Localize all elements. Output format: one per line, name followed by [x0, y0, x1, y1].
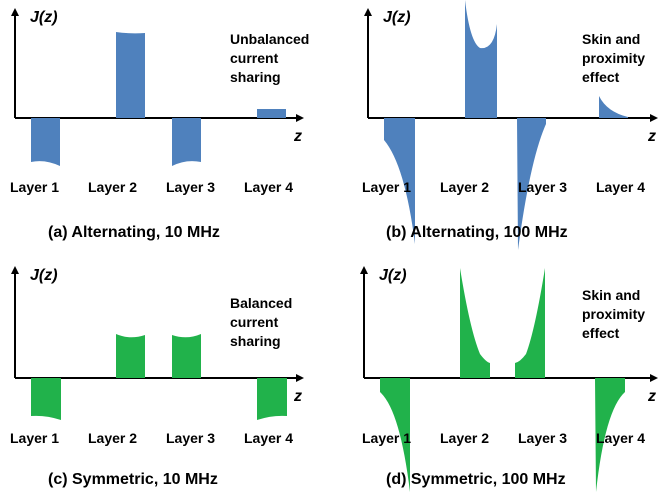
layer-label-4: Layer 4	[244, 179, 293, 195]
layer-4-bar	[257, 378, 287, 420]
layer-label-2: Layer 2	[88, 179, 137, 195]
layer-3-bar	[172, 334, 201, 378]
panel-note-line-3: sharing	[230, 333, 281, 349]
panel-note-line-2: current	[230, 314, 279, 330]
layer-label-2: Layer 2	[88, 430, 137, 446]
layer-3-bar	[515, 268, 545, 378]
layer-label-1: Layer 1	[362, 179, 411, 195]
layer-label-4: Layer 4	[244, 430, 293, 446]
panel-note-line-2: proximity	[582, 50, 645, 66]
y-axis-label: J(z)	[30, 9, 58, 26]
y-axis-label: J(z)	[383, 9, 411, 26]
x-axis-label: z	[293, 388, 302, 405]
layer-label-3: Layer 3	[166, 179, 215, 195]
layer-label-3: Layer 3	[518, 179, 567, 195]
panel-note-line-2: proximity	[582, 306, 645, 322]
layer-label-2: Layer 2	[440, 430, 489, 446]
layer-1-bar	[384, 118, 415, 244]
panel-note-line-3: effect	[582, 325, 620, 341]
panel-note-line-3: effect	[582, 69, 620, 85]
layer-3-bar	[517, 118, 546, 250]
panel-note-line-1: Balanced	[230, 295, 292, 311]
layer-4-bar	[599, 96, 628, 118]
panel-caption: (a) Alternating, 10 MHz	[48, 224, 220, 241]
layer-label-1: Layer 1	[10, 430, 59, 446]
panel-a: J(z) z Unbalanced current sharing Layer …	[10, 8, 309, 241]
layer-label-1: Layer 1	[10, 179, 59, 195]
y-axis-label: J(z)	[30, 267, 58, 284]
panel-note-line-1: Unbalanced	[230, 31, 309, 47]
panel-note-line-1: Skin and	[582, 287, 640, 303]
layer-label-4: Layer 4	[596, 179, 645, 195]
x-axis-label: z	[293, 128, 302, 145]
y-axis-label: J(z)	[379, 267, 407, 284]
layer-2-bar	[460, 268, 490, 378]
panel-b: J(z) z Skin and proximity effect Layer 1…	[362, 0, 658, 250]
layer-2-bar	[116, 334, 145, 378]
x-axis-label: z	[647, 388, 656, 405]
panel-caption: (d) Symmetric, 100 MHz	[386, 471, 566, 488]
layer-4-bar	[257, 109, 286, 118]
layer-1-bar	[31, 378, 61, 420]
layer-1-bar	[380, 378, 410, 492]
panel-d: J(z) z Skin and proximity effect Layer 1…	[360, 266, 658, 492]
panel-caption: (b) Alternating, 100 MHz	[386, 224, 568, 241]
layer-label-1: Layer 1	[362, 430, 411, 446]
x-axis-label: z	[647, 128, 656, 145]
panel-note-line-2: current	[230, 50, 279, 66]
layer-label-4: Layer 4	[596, 430, 645, 446]
layer-label-2: Layer 2	[440, 179, 489, 195]
panel-caption: (c) Symmetric, 10 MHz	[48, 471, 218, 488]
layer-label-3: Layer 3	[166, 430, 215, 446]
layer-4-bar	[595, 378, 625, 492]
panel-c: J(z) z Balanced current sharing Layer 1 …	[10, 266, 304, 488]
layer-2-bar	[465, 0, 497, 118]
panel-note-line-1: Skin and	[582, 31, 640, 47]
layer-label-3: Layer 3	[518, 430, 567, 446]
layer-3-bar	[172, 118, 201, 166]
layer-1-bar	[31, 118, 60, 166]
panel-note-line-3: sharing	[230, 69, 281, 85]
layer-2-bar	[116, 32, 145, 118]
